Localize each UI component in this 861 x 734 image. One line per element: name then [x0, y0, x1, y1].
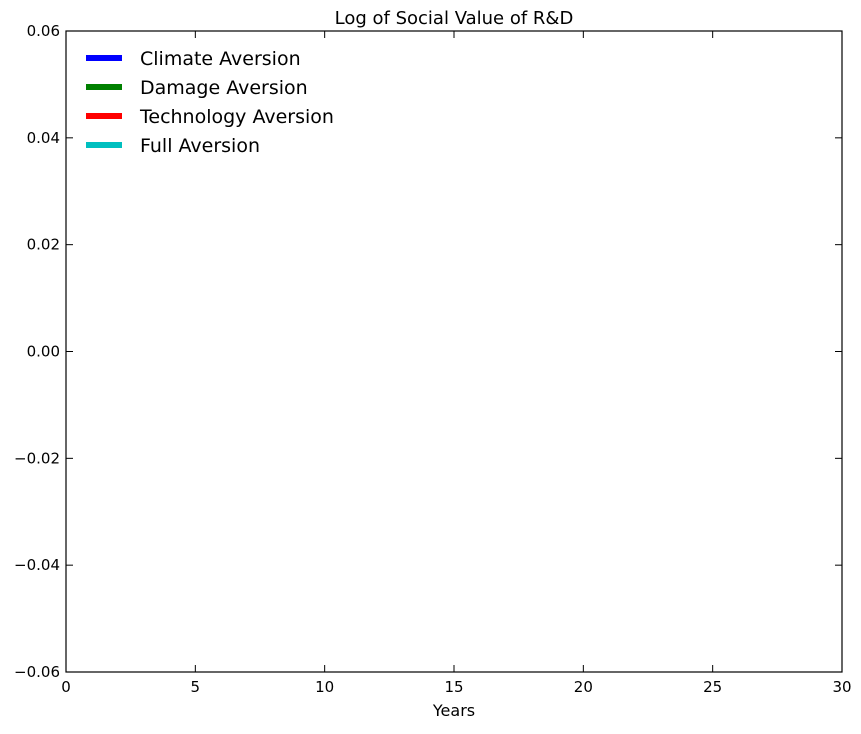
legend-label: Technology Aversion	[139, 106, 334, 128]
y-tick-label: 0.06	[27, 22, 60, 40]
x-axis-label: Years	[432, 701, 475, 720]
y-tick-label: −0.04	[14, 556, 60, 574]
y-tick-label: 0.02	[27, 236, 60, 254]
x-tick-label: 10	[315, 678, 334, 696]
x-tick-label: 0	[61, 678, 71, 696]
legend-label: Damage Aversion	[140, 77, 308, 99]
legend-label: Full Aversion	[140, 135, 260, 157]
legend: Climate Aversion Damage Aversion Technolog…	[86, 48, 334, 157]
x-tick-label: 25	[703, 678, 722, 696]
y-tick-label: −0.02	[14, 449, 60, 467]
y-tick-label: 0.04	[27, 129, 60, 147]
x-tick-label: 30	[832, 678, 851, 696]
y-tick-label: −0.06	[14, 663, 60, 681]
plot-background	[66, 31, 842, 672]
legend-label: Climate Aversion	[140, 48, 301, 70]
chart-title: Log of Social Value of R&D	[335, 8, 574, 29]
plot-frame	[65, 30, 843, 673]
x-tick-label: 20	[574, 678, 593, 696]
ticks-layer: 0 5 10 15 20 25 30 −0.06 −0.04 −0.02 0.00 0.02 0.04 0…	[14, 22, 852, 696]
y-tick-label: 0.00	[27, 343, 60, 361]
x-tick-label: 15	[444, 678, 463, 696]
x-tick-label: 5	[191, 678, 201, 696]
